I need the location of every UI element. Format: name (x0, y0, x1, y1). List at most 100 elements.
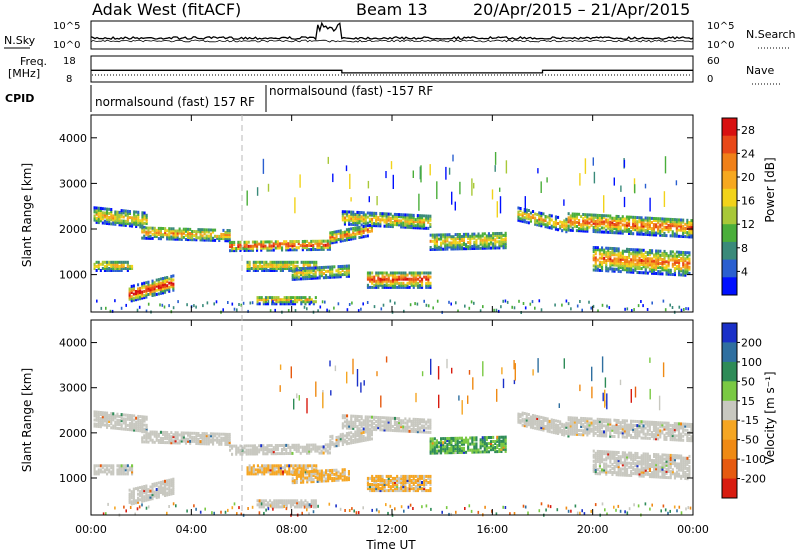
echo-cell (137, 297, 140, 301)
echo-cell (429, 447, 432, 451)
echo-cell (143, 228, 146, 232)
echo-cell (131, 222, 134, 226)
echo-cell (617, 255, 620, 259)
echo-cell (322, 265, 325, 269)
echo-cell (544, 427, 547, 431)
echo-cell (404, 273, 407, 277)
echo-cell (291, 296, 294, 300)
echo-cell (174, 437, 177, 441)
echo-cell (667, 427, 670, 431)
echo-cell (452, 239, 455, 243)
echo-cell (642, 254, 645, 258)
echo-cell (229, 448, 232, 452)
echo-cell (623, 196, 626, 208)
echo-cell (573, 420, 576, 424)
echo-cell (524, 196, 526, 212)
echo-cell (157, 233, 160, 236)
echo-cell (385, 426, 388, 430)
echo-cell (337, 238, 340, 241)
echo-cell (272, 242, 275, 246)
echo-cell (373, 417, 376, 421)
echo-cell (126, 260, 129, 264)
echo-cell (657, 427, 660, 431)
echo-cell (293, 277, 296, 281)
echo-cell (408, 217, 411, 221)
echo-cell (527, 421, 530, 425)
echo-cell (228, 239, 231, 243)
echo-cell (101, 415, 104, 419)
echo-cell (410, 219, 413, 223)
echo-cell (578, 418, 581, 422)
echo-cell (360, 437, 363, 441)
echo-cell (621, 229, 624, 233)
echo-cell (197, 236, 200, 240)
echo-cell (671, 262, 674, 266)
echo-cell (659, 429, 662, 433)
echo-cell (569, 222, 572, 226)
date-range: 20/Apr/2015 – 21/Apr/2015 (473, 0, 690, 19)
echo-cell (605, 424, 608, 428)
echo-cell (661, 223, 664, 227)
echo-cell (650, 227, 653, 231)
echo-cell (675, 438, 678, 442)
echo-cell (561, 424, 564, 428)
echo-cell (366, 234, 369, 238)
echo-cell (406, 423, 409, 427)
echo-cell (343, 230, 346, 234)
echo-cell (128, 414, 131, 417)
echo-cell (481, 442, 484, 446)
echo-cell (619, 251, 622, 255)
echo-cell (116, 426, 119, 430)
echo-cell (623, 463, 626, 467)
echo-cell (97, 423, 100, 426)
echo-cell (306, 443, 309, 447)
echo-cell (659, 217, 662, 221)
echo-cell (669, 423, 672, 427)
echo-cell (669, 234, 672, 238)
echo-cell (312, 447, 315, 451)
echo-cell (270, 448, 273, 452)
echo-cell (187, 227, 190, 231)
echo-cell (421, 279, 424, 283)
echo-cell (502, 244, 505, 248)
echo-cell (442, 443, 445, 447)
echo-cell (93, 414, 96, 418)
echo-cell (609, 454, 612, 458)
echo-cell (496, 232, 499, 235)
echo-cell (189, 227, 192, 231)
echo-cell (412, 428, 415, 431)
echo-cell (573, 430, 576, 434)
echo-cell (467, 438, 470, 442)
echo-cell (276, 244, 279, 248)
echo-cell (143, 236, 146, 240)
echo-cell (628, 455, 631, 459)
echo-cell (137, 212, 140, 216)
echo-cell (586, 429, 589, 433)
echo-cell (97, 221, 100, 225)
echo-cell (663, 427, 666, 431)
echo-cell (446, 447, 449, 451)
echo-cell (601, 269, 604, 272)
echo-cell (404, 215, 407, 219)
echo-cell (675, 426, 678, 430)
echo-cell (598, 452, 601, 455)
echo-cell (398, 215, 401, 219)
echo-cell (406, 429, 409, 433)
echo-cell (343, 238, 346, 242)
echo-cell (646, 261, 649, 265)
echo-cell (598, 466, 601, 470)
echo-cell (661, 264, 664, 268)
echo-cell (157, 226, 160, 230)
echo-cell (379, 279, 382, 283)
echo-cell (598, 430, 601, 434)
echo-cell (245, 444, 248, 448)
echo-cell (389, 218, 392, 222)
echo-cell (270, 244, 273, 248)
colorbar-segment (722, 135, 737, 154)
echo-cell (143, 430, 146, 434)
echo-cell (214, 238, 217, 242)
echo-cell (161, 289, 164, 293)
echo-cell (680, 226, 683, 230)
echo-cell (688, 251, 691, 255)
echo-cell (218, 438, 221, 442)
